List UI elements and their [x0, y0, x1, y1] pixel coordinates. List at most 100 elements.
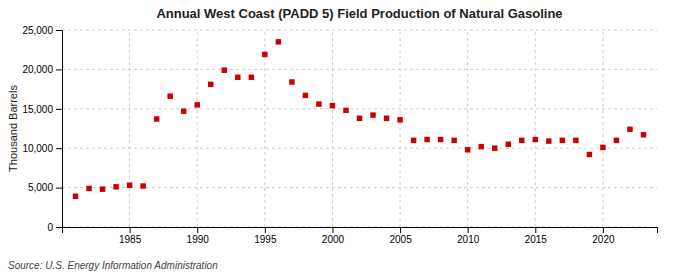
x-tick: 2005	[389, 227, 412, 245]
point	[411, 138, 416, 143]
y-tick-label: 25,000	[22, 25, 53, 36]
x-grid-line	[535, 30, 536, 227]
point	[546, 138, 551, 143]
y-tick: 0	[47, 222, 62, 233]
x-grid-line	[602, 30, 603, 227]
y-tick-label: 15,000	[22, 104, 53, 115]
x-grid-line	[332, 30, 333, 227]
x-tick-label: 2015	[525, 234, 548, 245]
x-tick-mark	[130, 227, 131, 233]
y-tick-label: 10,000	[22, 143, 53, 154]
x-tick-mark	[197, 227, 198, 233]
point	[560, 138, 565, 143]
x-tick: 2015	[525, 227, 548, 245]
point	[614, 138, 619, 143]
point	[492, 145, 497, 150]
point	[343, 108, 348, 113]
y-tick: 5,000	[28, 182, 62, 193]
point	[113, 184, 118, 189]
x-tick-label: 2010	[457, 234, 480, 245]
chart-container: 1985 1990 1995 2000 2005 2010 2015 2020 0 5,000 10…	[0, 0, 675, 275]
point	[86, 186, 91, 191]
point	[641, 132, 646, 137]
point	[194, 102, 199, 107]
point	[451, 138, 456, 143]
x-tick-label: 1995	[254, 234, 277, 245]
point	[249, 75, 254, 80]
y-tick-mark	[56, 30, 62, 31]
x-tick: 2020	[592, 227, 615, 245]
x-tick-label: 2005	[389, 234, 412, 245]
grid	[62, 30, 657, 227]
point	[397, 117, 402, 122]
point	[357, 116, 362, 121]
point	[100, 186, 105, 191]
x-tick-mark	[332, 227, 333, 233]
x-tick: 1985	[119, 227, 142, 245]
x-tick-mark	[400, 227, 401, 233]
y-grid-line	[62, 30, 657, 31]
y-axis: 0 5,000 10,000 15,000 20,000 25,000	[22, 25, 62, 233]
point	[627, 127, 632, 132]
x-tick: 1995	[254, 227, 277, 245]
title: Annual West Coast (PADD 5) Field Product…	[156, 6, 562, 21]
y-tick-mark	[56, 69, 62, 70]
y-axis-title: Thousand Barrels	[7, 85, 19, 172]
y-tick: 10,000	[22, 143, 62, 154]
point	[600, 145, 605, 150]
x-tick: 2010	[457, 227, 480, 245]
point	[519, 138, 524, 143]
x-grid-line	[197, 30, 198, 227]
x-tick-label: 1990	[187, 234, 210, 245]
y-grid-line	[62, 108, 657, 109]
point	[478, 144, 483, 149]
point	[465, 147, 470, 152]
point	[222, 67, 227, 72]
y-tick-mark	[56, 148, 62, 149]
x-tick-mark	[468, 227, 469, 233]
chart: 1985 1990 1995 2000 2005 2010 2015 2020 0 5,000 10…	[0, 0, 675, 275]
point	[276, 39, 281, 44]
y-tick-label: 5,000	[28, 182, 53, 193]
y-tick: 20,000	[22, 64, 62, 75]
point	[438, 137, 443, 142]
x-tick-label: 1985	[119, 234, 142, 245]
y-grid-line	[62, 69, 657, 70]
y-tick-mark	[56, 227, 62, 228]
x-tick-label: 2020	[592, 234, 615, 245]
point	[140, 183, 145, 188]
point	[262, 52, 267, 57]
x-grid-line	[264, 30, 265, 227]
point	[208, 82, 213, 87]
point	[384, 116, 389, 121]
point	[167, 93, 172, 98]
point	[424, 137, 429, 142]
point	[573, 138, 578, 143]
point	[127, 182, 132, 187]
x-axis-line	[63, 228, 658, 234]
point	[154, 116, 159, 121]
x-tick: 2000	[322, 227, 345, 245]
x-tick-label: 2000	[322, 234, 345, 245]
point	[370, 112, 375, 117]
y-grid-line	[62, 187, 657, 188]
point	[235, 75, 240, 80]
x-grid-line	[400, 30, 401, 227]
y-tick: 15,000	[22, 104, 62, 115]
y-tick-label: 20,000	[22, 64, 53, 75]
point	[506, 142, 511, 147]
point	[316, 101, 321, 106]
point	[587, 152, 592, 157]
point	[73, 194, 78, 199]
y-grid-line	[62, 148, 657, 149]
source-note: Source: U.S. Energy Information Administ…	[8, 260, 218, 271]
y-tick-mark	[56, 109, 62, 110]
point	[533, 137, 538, 142]
x-tick-mark	[603, 227, 604, 233]
y-tick: 25,000	[22, 25, 62, 36]
y-axis-line	[56, 31, 63, 228]
y-tick-label: 0	[47, 222, 53, 233]
y-tick-mark	[56, 188, 62, 189]
x-grid-line	[129, 30, 130, 227]
x-tick-mark	[535, 227, 536, 233]
